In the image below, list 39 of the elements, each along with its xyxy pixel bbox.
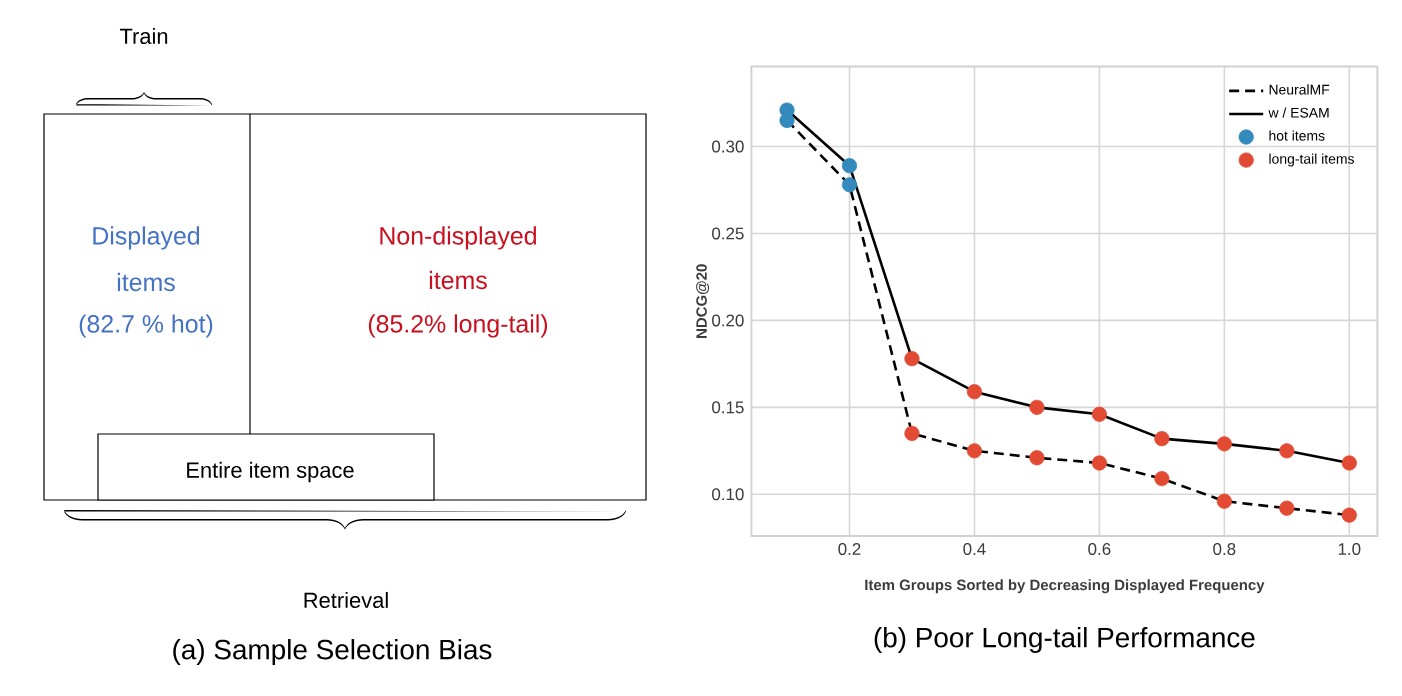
point <box>1154 471 1170 487</box>
point <box>1091 406 1107 422</box>
x-tick-label: 0.2 <box>838 543 861 556</box>
y-tick-label: 0.30 <box>712 140 744 153</box>
point <box>1341 455 1357 471</box>
y-tick-label: 0.15 <box>712 401 744 414</box>
point <box>904 425 920 441</box>
point <box>1279 443 1295 459</box>
text: (85.2% long-tail) <box>368 314 548 338</box>
text: Displayed <box>93 226 200 250</box>
x-tick-label: 0.6 <box>1088 543 1111 556</box>
point <box>841 177 858 193</box>
text: (b) Poor Long-tail Performance <box>874 626 1255 653</box>
x-tick-label: 0.4 <box>963 543 986 556</box>
text: (a) Sample Selection Bias <box>173 638 492 665</box>
point <box>1216 493 1232 509</box>
x-tick-label: 0.8 <box>1213 543 1236 556</box>
y-tick-label: 0.10 <box>712 488 744 501</box>
x-tick-label: 1.0 <box>1338 543 1361 556</box>
text: Entire item space <box>187 461 354 483</box>
point <box>841 158 858 174</box>
point <box>1341 507 1357 523</box>
y-tick-label: 0.25 <box>712 227 744 240</box>
point <box>1091 455 1107 471</box>
text: Retrieval <box>304 591 388 609</box>
y-tick-label: 0.20 <box>712 314 744 327</box>
point <box>1216 436 1232 452</box>
point <box>904 351 920 367</box>
text: items <box>117 272 175 292</box>
text: Non-displayed <box>380 226 536 250</box>
text: (82.7 % hot) <box>79 314 213 338</box>
text: items <box>429 270 487 290</box>
point <box>1154 431 1170 447</box>
point <box>966 384 983 400</box>
point <box>966 443 983 459</box>
text: Train <box>119 27 168 45</box>
point <box>1029 450 1045 466</box>
point <box>1279 500 1295 516</box>
point <box>1029 399 1045 415</box>
